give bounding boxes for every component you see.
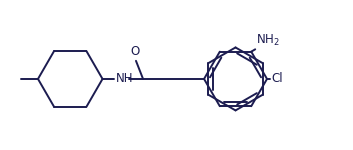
Text: NH$_2$: NH$_2$ (256, 33, 280, 48)
Text: NH: NH (116, 72, 133, 86)
Text: Cl: Cl (271, 72, 282, 86)
Text: O: O (131, 45, 140, 58)
